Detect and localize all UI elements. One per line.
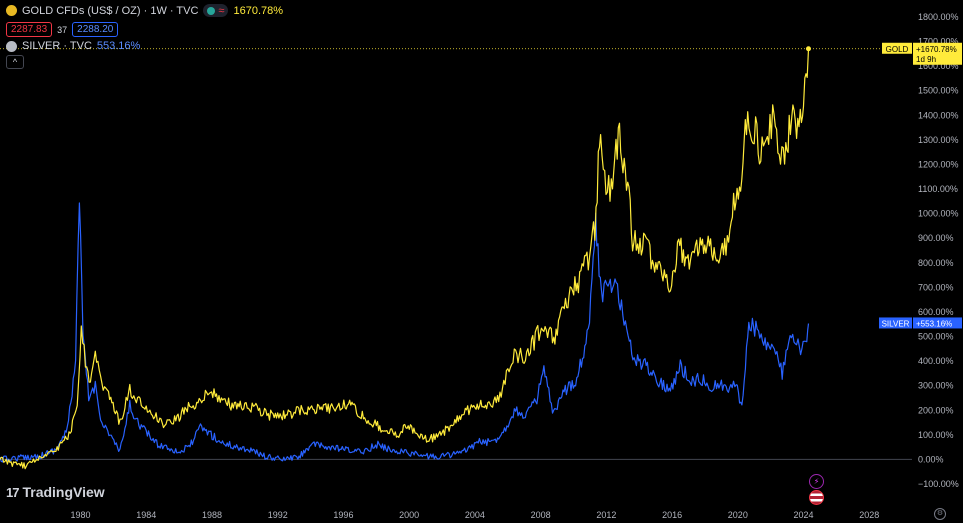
gold-last-point [805, 46, 811, 52]
x-axis-tick-label: 1992 [268, 510, 288, 520]
y-axis-tick-label: 400.00% [918, 356, 954, 366]
quote-row: 2287.83 37 2288.20 [6, 22, 119, 37]
y-axis-tick-label: 1400.00% [918, 110, 959, 120]
silver-name-tag [879, 317, 912, 329]
y-axis-tick-label: 1200.00% [918, 159, 959, 169]
silver-title: SILVER · TVC [22, 40, 92, 52]
silver-coin-icon [6, 40, 17, 52]
x-axis-tick-label: 2012 [596, 510, 616, 520]
silver-value-label: +553.16% [916, 319, 952, 328]
y-axis-tick-label: 100.00% [918, 430, 954, 440]
x-axis-tick-label: 2028 [859, 510, 879, 520]
gold-legend-row[interactable]: GOLD CFDs (US$ / OZ) · 1W · TVC ≈ 1670.7… [6, 4, 283, 17]
spread-value: 37 [57, 24, 68, 35]
gold-name-tag [882, 42, 912, 54]
x-axis-tick-label: 2008 [531, 510, 551, 520]
silver-value-tag [913, 317, 962, 329]
silver-name-label: SILVER [882, 319, 910, 328]
wave-icon: ≈ [218, 4, 225, 17]
y-axis-tick-label: 800.00% [918, 258, 954, 268]
tradingview-logo: 17 TradingView [6, 484, 105, 500]
silver-legend-row[interactable]: SILVER · TVC 553.16% [6, 40, 140, 52]
series-line-silver [0, 202, 810, 463]
gold-change: 1670.78% [233, 4, 284, 17]
market-status-pill[interactable]: ≈ [203, 4, 229, 17]
market-open-dot-icon [207, 6, 216, 15]
x-axis-tick-label: 2020 [728, 510, 748, 520]
gold-value-tag [913, 42, 962, 65]
gold-coin-icon [6, 5, 17, 16]
x-axis-tick-label: 2004 [465, 510, 485, 520]
y-axis-tick-label: 600.00% [918, 307, 954, 317]
y-axis-tick-label: 1600.00% [918, 61, 959, 71]
y-axis-tick-label: −100.00% [918, 479, 959, 489]
x-axis-tick-label: 1988 [202, 510, 222, 520]
us-flag-icon[interactable] [809, 490, 824, 505]
y-axis-tick-label: 500.00% [918, 332, 954, 342]
y-axis-tick-label: 1300.00% [918, 135, 959, 145]
x-axis-tick-label: 1996 [333, 510, 353, 520]
settings-icon[interactable]: ⚙ [934, 508, 946, 520]
chevron-up-icon: ^ [12, 57, 18, 67]
silver-change: 553.16% [96, 40, 141, 52]
y-axis-tick-label: 1800.00% [918, 12, 959, 22]
lightning-icon[interactable]: ⚡ [809, 474, 824, 489]
y-axis-tick-label: 1100.00% [918, 184, 958, 194]
tradingview-mark-icon: 17 [6, 484, 20, 500]
series-line-gold [0, 48, 810, 470]
y-axis-tick-label: 900.00% [918, 233, 954, 243]
ask-price-button[interactable]: 2288.20 [72, 22, 119, 37]
gold-time-label: 1d 9h [916, 55, 936, 64]
x-axis-tick-label: 2016 [662, 510, 682, 520]
y-axis-tick-label: 1500.00% [918, 86, 959, 96]
x-axis-tick-label: 2000 [399, 510, 419, 520]
gold-value-label: +1670.78% [916, 45, 957, 54]
gold-title: GOLD CFDs (US$ / OZ) · 1W · TVC [22, 4, 199, 17]
gold-name-label: GOLD [886, 45, 909, 54]
y-axis-tick-label: 1000.00% [918, 209, 959, 219]
collapse-legend-button[interactable]: ^ [6, 55, 24, 69]
x-axis-tick-label: 1984 [136, 510, 156, 520]
y-axis-tick-label: 1700.00% [918, 37, 959, 47]
x-axis-tick-label: 1980 [71, 510, 91, 520]
tradingview-logo-text: TradingView [22, 484, 105, 500]
y-axis-tick-label: 700.00% [918, 282, 954, 292]
y-axis-tick-label: 300.00% [918, 381, 954, 391]
x-axis-tick-label: 2024 [794, 510, 814, 520]
y-axis-tick-label: 0.00% [918, 454, 944, 464]
y-axis-tick-label: 200.00% [918, 405, 954, 415]
bid-price-button[interactable]: 2287.83 [6, 22, 53, 37]
